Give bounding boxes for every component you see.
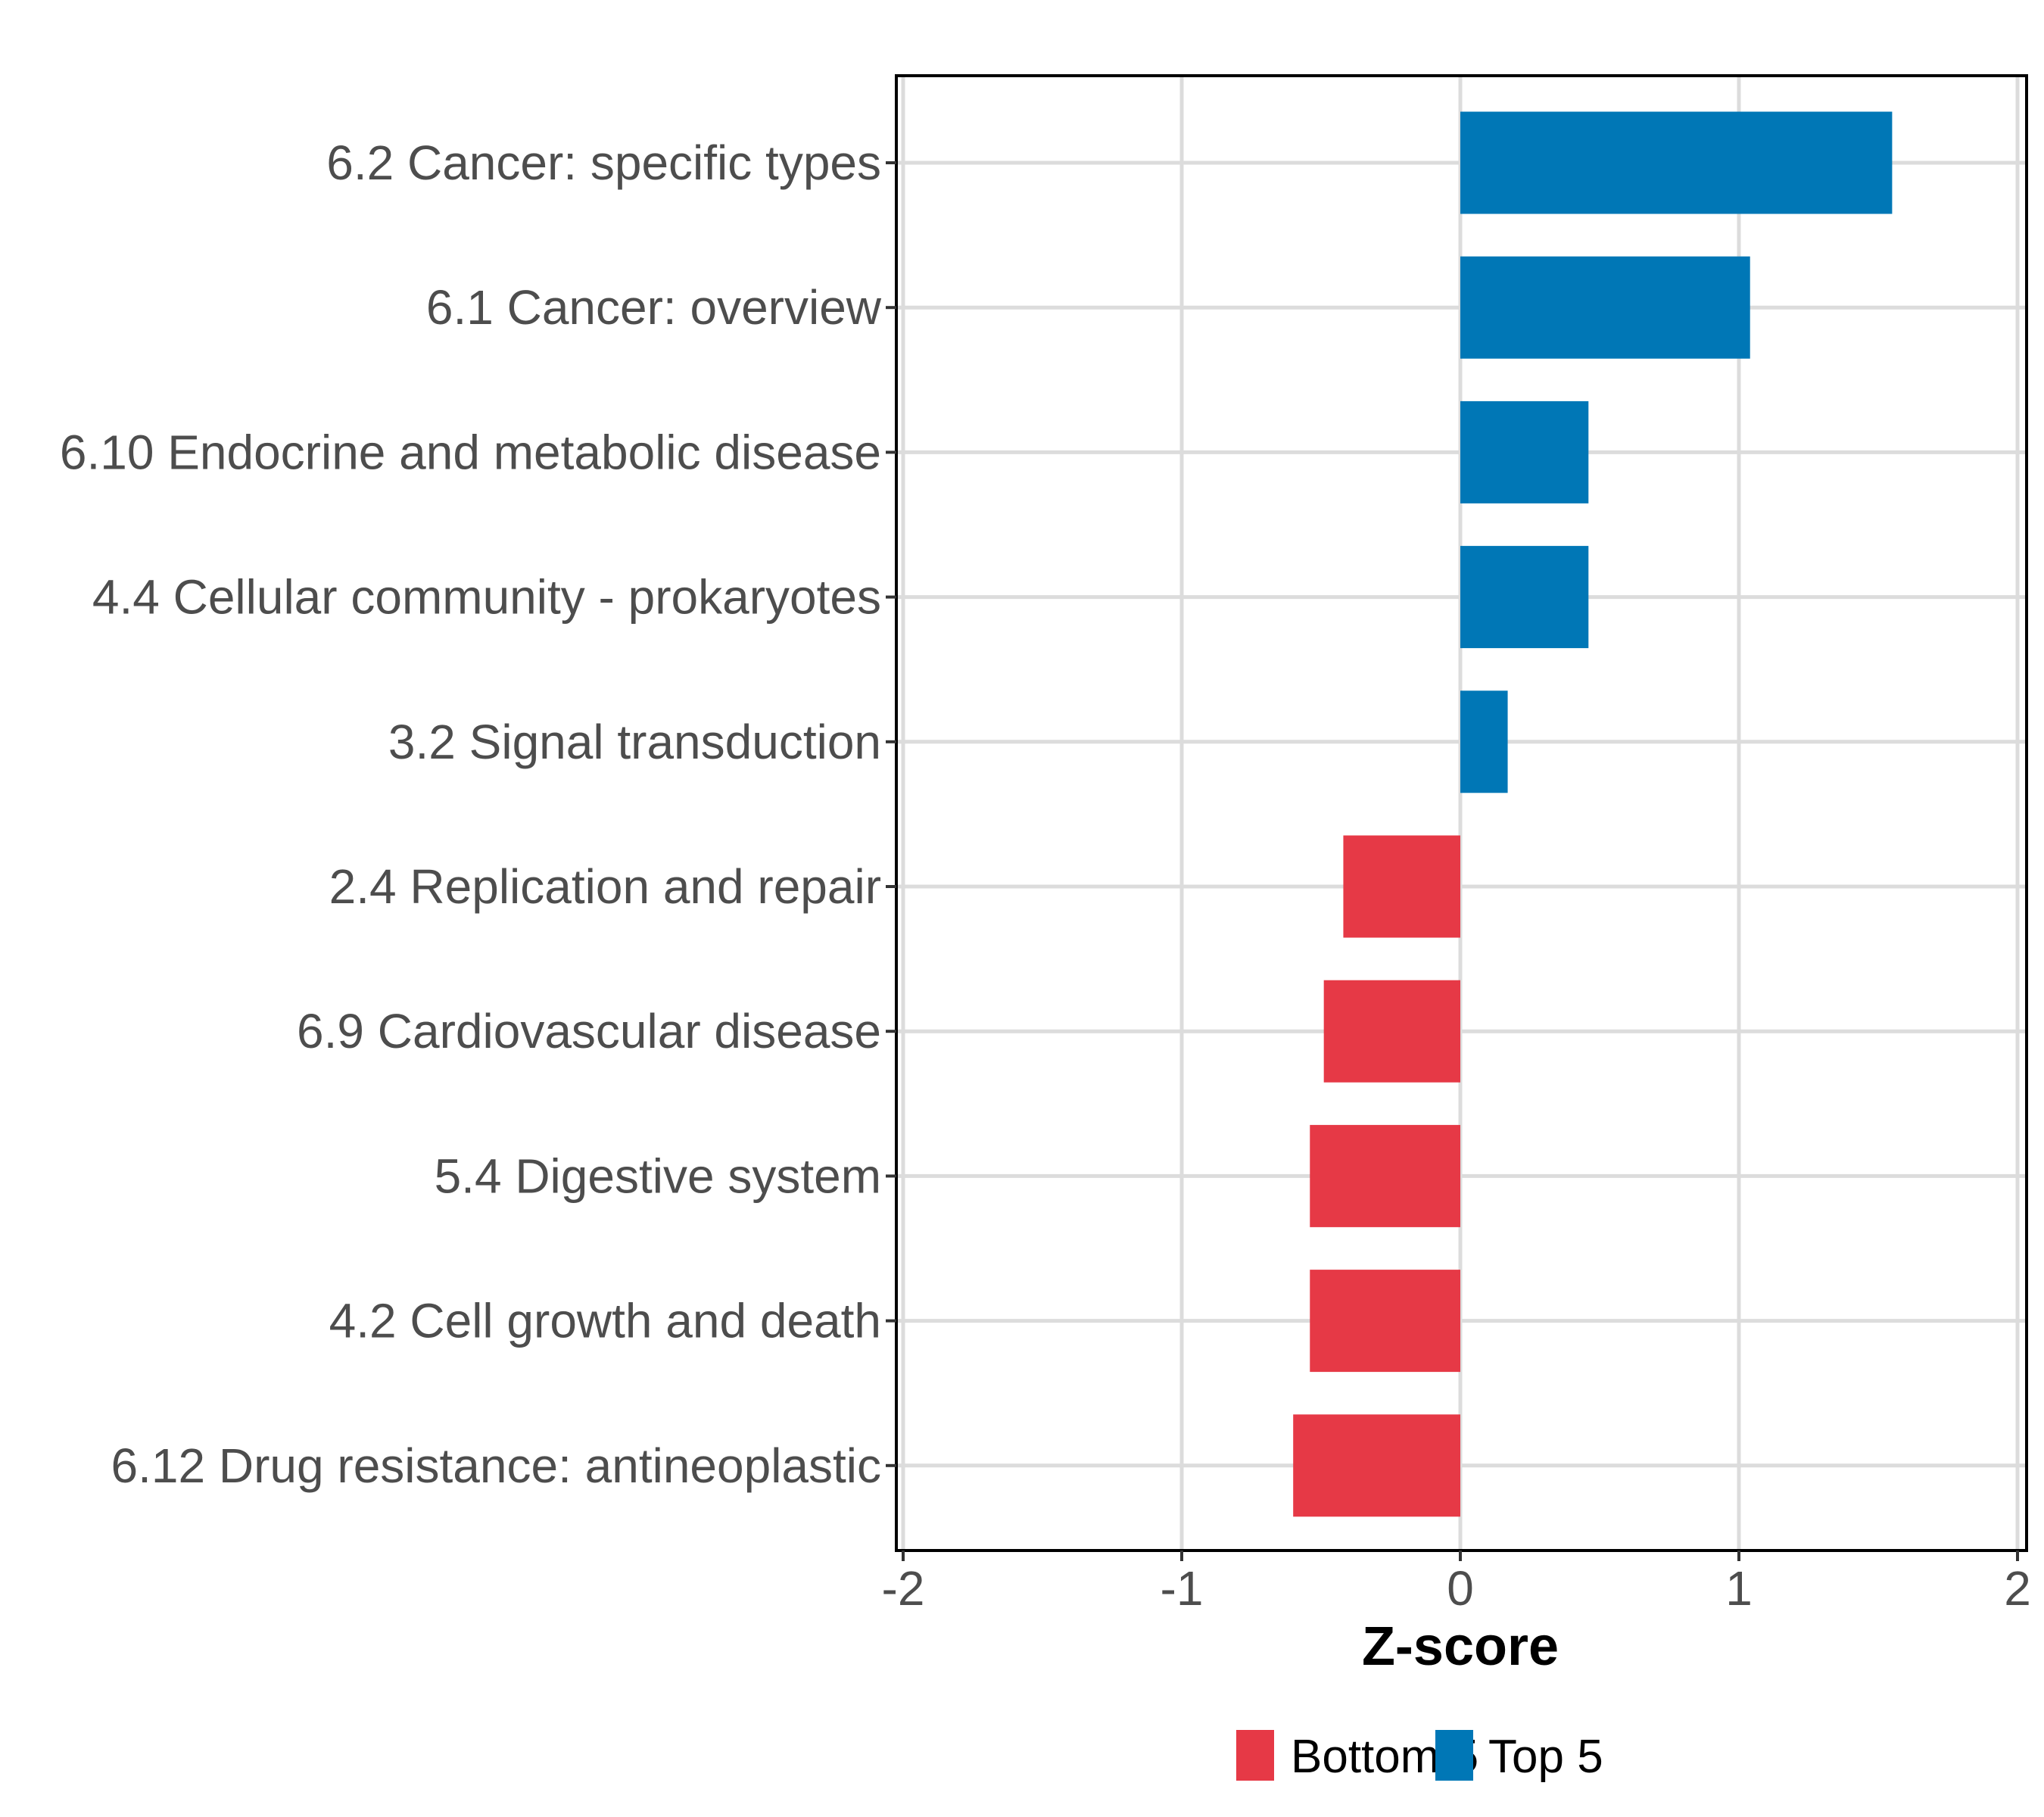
y-tick-label: 3.2 Signal transduction [388, 715, 881, 769]
x-axis-title: Z-score [1362, 1616, 1559, 1677]
y-tick-label: 6.10 Endocrine and metabolic disease [60, 425, 881, 479]
bar-top5 [1460, 546, 1589, 649]
bar-bottom5 [1343, 835, 1460, 938]
x-tick-label: -2 [882, 1561, 925, 1616]
legend-key-top5 [1435, 1730, 1473, 1781]
y-tick-label: 5.4 Digestive system [435, 1148, 881, 1203]
x-tick-label: 1 [1725, 1561, 1753, 1616]
y-tick-label: 4.2 Cell growth and death [329, 1294, 881, 1348]
y-tick-label: 6.2 Cancer: specific types [326, 136, 881, 190]
x-tick-label: 0 [1447, 1561, 1474, 1616]
bar-top5 [1460, 111, 1893, 214]
bar-bottom5 [1293, 1414, 1460, 1517]
y-tick-label: 6.9 Cardiovascular disease [297, 1004, 881, 1058]
legend: Bottom 5 Top 5 [1236, 1730, 1603, 1783]
y-axis: 6.2 Cancer: specific types 6.1 Cancer: ov… [60, 136, 896, 1493]
y-tick-label: 6.1 Cancer: overview [426, 280, 882, 335]
y-tick-label: 4.4 Cellular community - prokaryotes [92, 570, 881, 625]
bars [1293, 111, 1893, 1517]
legend-key-bottom5 [1236, 1730, 1274, 1781]
bar-top5 [1460, 690, 1508, 793]
x-axis: -2 -1 0 1 2 [882, 1551, 2031, 1616]
x-tick-label: 2 [2004, 1561, 2031, 1616]
bar-bottom5 [1310, 1124, 1460, 1227]
legend-label: Top 5 [1488, 1731, 1603, 1783]
bar-bottom5 [1310, 1270, 1460, 1373]
x-tick-label: -1 [1161, 1561, 1204, 1616]
y-tick-label: 2.4 Replication and repair [329, 859, 881, 914]
bar-bottom5 [1323, 980, 1460, 1083]
y-tick-label: 6.12 Drug resistance: antineoplastic [111, 1438, 881, 1493]
bar-top5 [1460, 256, 1750, 359]
bar-top5 [1460, 400, 1589, 503]
